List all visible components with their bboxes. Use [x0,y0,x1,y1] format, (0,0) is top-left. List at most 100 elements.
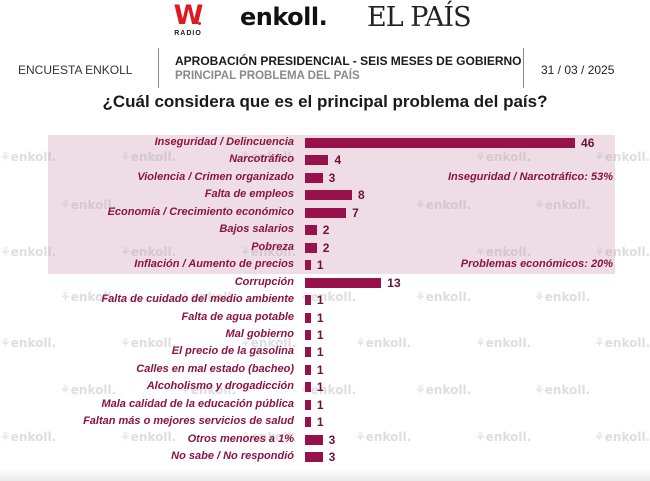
bar [305,242,317,253]
enkoll-watermark: ⚘enkoll. [240,336,297,350]
category-label: Mal gobierno [225,327,294,340]
category-label: No sabe / No respondió [171,450,294,463]
group-total-label: Problemas económicos: 20% [460,258,613,271]
enkoll-watermark: ⚘enkoll. [475,245,532,259]
category-label: Narcotráfico [229,153,294,166]
enkoll-watermark: ⚘enkoll. [0,336,57,350]
bar-value-label: 2 [322,240,330,255]
enkoll-watermark: ⚘enkoll. [60,383,117,397]
survey-date: 31 / 03 / 2025 [541,63,615,77]
category-label: Bajos salarios [219,223,294,236]
bar-value-label: 1 [316,362,324,377]
bar-value-label: 1 [316,415,324,430]
enkoll-watermark: ⚘enkoll. [240,150,297,164]
bottom-shadow [0,469,650,481]
bar [305,172,323,183]
category-label: Falta de empleos [204,188,294,201]
group-band [48,187,615,275]
bar [305,364,311,375]
bar-value-label: 3 [328,450,336,465]
bar [305,417,311,428]
category-label: El precio de la gasolina [171,345,294,358]
category-label: Falta de cuidado del medio ambiente [101,293,294,306]
enkoll-watermark: ⚘enkoll. [240,245,297,259]
enkoll-watermark: ⚘enkoll. [594,150,650,164]
enkoll-watermark: ⚘enkoll. [594,430,650,444]
chart-title: ¿Cuál considera que es el principal prob… [102,92,548,111]
enkoll-watermark: ⚘enkoll. [240,430,297,444]
bar [305,399,311,410]
bar [305,277,382,288]
enkoll-watermark: ⚘enkoll. [180,290,237,304]
bar-value-label: 1 [316,397,324,412]
bar-value-label: 13 [387,275,401,290]
bar-value-label: 1 [316,380,324,395]
category-label: Inflación / Aumento de precios [134,258,294,271]
enkoll-watermark: ⚘enkoll. [0,245,57,259]
bar [305,190,352,201]
enkoll-watermark: ⚘enkoll. [534,290,591,304]
category-label: Violencia / Crimen organizado [137,170,294,183]
bar [305,434,323,445]
bar-value-label: 1 [316,345,324,360]
enkoll-watermark: ⚘enkoll. [415,198,472,212]
bar-value-label: 3 [328,170,336,185]
enkoll-watermark: ⚘enkoll. [594,336,650,350]
bar-value-label: 1 [316,293,324,308]
bar [305,347,311,358]
header-subtitle: PRINCIPAL PROBLEMA DEL PAÍS [175,70,360,82]
enkoll-logo: enkoll. [240,3,328,31]
bar [305,382,311,393]
w-radio-mark: W [173,0,204,31]
category-label: Mala calidad de la educación pública [101,397,294,410]
bar-value-label: 3 [328,432,336,447]
category-label: Alcoholismo y drogadicción [146,380,294,393]
header-divider-right [523,48,524,88]
enkoll-watermark: ⚘enkoll. [60,198,117,212]
category-label: Otros menores a 1% [187,432,294,445]
bar-value-label: 4 [334,153,342,168]
enkoll-watermark: ⚘enkoll. [475,336,532,350]
enkoll-watermark: ⚘enkoll. [475,430,532,444]
enkoll-watermark: ⚘enkoll. [594,245,650,259]
enkoll-watermark: ⚘enkoll. [120,150,177,164]
el-pais-logo: EL PAÍS [367,2,472,33]
header-title: APROBACIÓN PRESIDENCIAL - SEIS MESES DE … [175,54,522,68]
enkoll-watermark: ⚘enkoll. [120,430,177,444]
w-radio-sub: RADIO [174,30,202,37]
enkoll-watermark: ⚘enkoll. [120,245,177,259]
bar [305,260,311,271]
w-radio-dot [198,22,201,25]
enkoll-watermark: ⚘enkoll. [355,336,412,350]
category-label: Calles en mal estado (bacheo) [136,362,294,375]
bar-value-label: 1 [316,310,324,325]
bar [305,312,311,323]
category-label: Corrupción [234,275,294,288]
bar-value-label: 7 [352,205,359,220]
bar-value-label: 1 [316,258,324,273]
bar [305,155,329,166]
enkoll-watermark: ⚘enkoll. [0,150,57,164]
category-label: Falta de agua potable [181,310,294,323]
enkoll-watermark: ⚘enkoll. [0,430,57,444]
bar-value-label: 2 [322,223,330,238]
enkoll-watermark: ⚘enkoll. [120,336,177,350]
w-radio-logo: W RADIO [171,2,205,38]
enkoll-watermark: ⚘enkoll. [534,383,591,397]
category-label: Inseguridad / Delincuencia [154,136,294,148]
category-label: Economía / Crecimiento económico [107,205,294,218]
enkoll-watermark: ⚘enkoll. [300,383,357,397]
category-label: Faltan más o mejores servicios de salud [83,415,294,428]
bar [305,207,347,218]
bar-value-label: 46 [581,136,595,150]
enkoll-watermark: ⚘enkoll. [475,150,532,164]
group-total-label: Inseguridad / Narcotráfico: 53% [447,170,613,183]
bar-value-label: 8 [357,188,365,203]
enkoll-watermark: ⚘enkoll. [415,290,472,304]
bar [305,138,576,148]
enkoll-watermark: ⚘enkoll. [534,198,591,212]
enkoll-watermark: ⚘enkoll. [355,430,412,444]
bar [305,295,311,306]
category-label: Pobreza [251,240,294,253]
header-titles: APROBACIÓN PRESIDENCIAL - SEIS MESES DE … [175,54,522,82]
